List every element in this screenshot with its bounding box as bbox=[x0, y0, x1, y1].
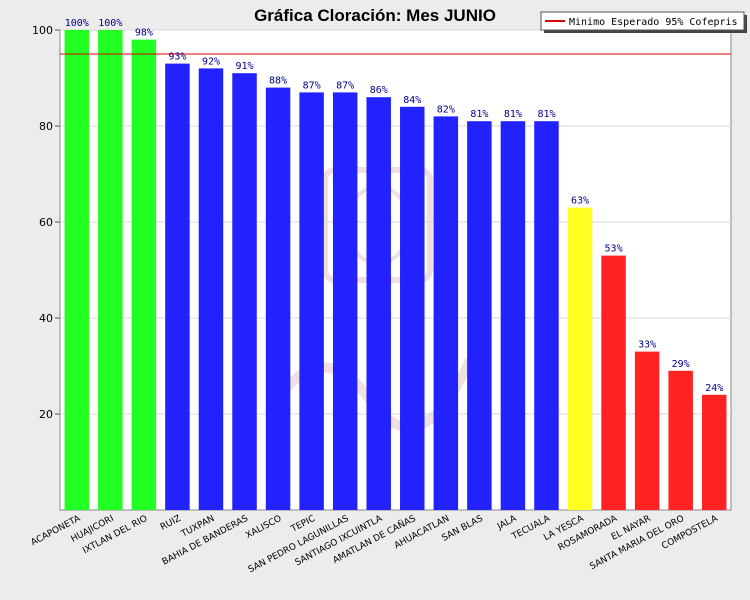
bar-value-label: 81% bbox=[470, 109, 488, 120]
bar-value-label: 29% bbox=[672, 359, 690, 370]
bar bbox=[366, 97, 391, 510]
plot-area bbox=[59, 29, 732, 511]
bar-value-label: 33% bbox=[638, 340, 656, 351]
bar bbox=[64, 30, 90, 510]
bar-value-label: 82% bbox=[437, 104, 455, 115]
bar bbox=[299, 92, 324, 511]
bar-value-label: 100% bbox=[65, 18, 89, 29]
bar-value-label: 87% bbox=[303, 80, 321, 91]
bar-value-label: 63% bbox=[571, 196, 589, 207]
legend: Minimo Esperado 95% Cofepris bbox=[540, 11, 747, 33]
bar bbox=[634, 351, 660, 510]
bar bbox=[467, 121, 492, 510]
bar bbox=[601, 255, 626, 510]
value-labels: 100% 100% 98% 93% 92% 91% 88% 87% 87% 86% 84% 82% 81… bbox=[65, 18, 724, 394]
y-tick-label: 80 bbox=[39, 120, 53, 133]
bar bbox=[232, 73, 257, 510]
bar bbox=[500, 121, 526, 510]
y-tick-label: 100 bbox=[32, 24, 53, 37]
bar-value-label: 81% bbox=[537, 109, 555, 120]
bar-value-label: 86% bbox=[370, 85, 388, 96]
bar bbox=[98, 30, 123, 510]
bar-series bbox=[64, 30, 727, 511]
bar bbox=[567, 207, 593, 510]
bar-value-label: 88% bbox=[269, 76, 287, 87]
bar bbox=[668, 370, 693, 510]
y-axis: 20 40 60 80 100 bbox=[32, 24, 60, 421]
bar bbox=[198, 68, 224, 511]
chart-title: Gráfica Cloración: Mes JUNIO bbox=[254, 6, 496, 25]
bar-value-label: 53% bbox=[605, 244, 623, 255]
bar bbox=[433, 116, 459, 511]
y-tick-label: 40 bbox=[39, 312, 53, 325]
bar-value-label: 81% bbox=[504, 109, 522, 120]
bar-value-label: 98% bbox=[135, 28, 153, 39]
bar bbox=[400, 106, 425, 511]
y-tick-label: 60 bbox=[39, 216, 53, 229]
bar bbox=[701, 394, 727, 510]
x-tick-label: XALISCO bbox=[244, 514, 283, 541]
bar-value-label: 84% bbox=[403, 95, 421, 106]
legend-label: Minimo Esperado 95% Cofepris bbox=[569, 17, 738, 28]
bar-value-label: 100% bbox=[98, 18, 122, 29]
bar-value-label: 93% bbox=[168, 52, 186, 63]
bar bbox=[332, 92, 358, 511]
bar-value-label: 24% bbox=[705, 383, 723, 394]
bar-value-label: 91% bbox=[235, 61, 253, 72]
bar bbox=[534, 121, 559, 510]
bar bbox=[265, 87, 291, 510]
bar bbox=[165, 63, 190, 510]
bar bbox=[131, 39, 157, 510]
legend-box bbox=[540, 11, 745, 31]
bar-value-label: 92% bbox=[202, 56, 220, 67]
bar-value-label: 87% bbox=[336, 80, 354, 91]
y-tick-label: 20 bbox=[39, 408, 53, 421]
